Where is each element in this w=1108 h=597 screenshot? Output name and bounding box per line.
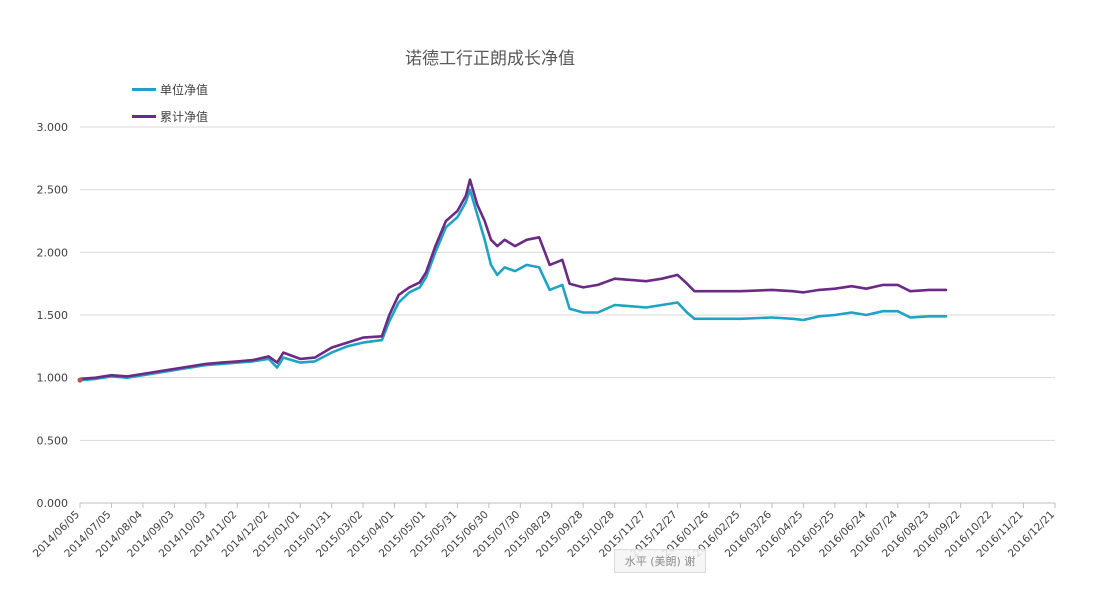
y-tick-label: 0.500 <box>37 434 69 447</box>
start-point-marker <box>77 377 83 383</box>
legend-swatch-unit-nav <box>132 88 156 91</box>
y-tick-label: 3.000 <box>37 121 69 134</box>
y-tick-label: 0.000 <box>37 497 69 510</box>
y-tick-label: 1.500 <box>37 309 69 322</box>
chart-title: 诺德工行正朗成长净值 <box>405 49 575 69</box>
legend-label-unit-nav: 单位净值 <box>160 83 209 97</box>
y-tick-label: 1.000 <box>37 372 69 385</box>
y-tick-label: 2.500 <box>37 184 69 197</box>
y-tick-label: 2.000 <box>37 246 69 259</box>
series-line-cumulative-nav <box>78 178 948 381</box>
legend: 单位净值 累计净值 <box>132 76 208 130</box>
legend-item-cumulative-nav: 累计净值 <box>132 103 208 130</box>
watermark: 水平 (美朗) 谢 <box>614 549 706 573</box>
legend-label-cumulative-nav: 累计净值 <box>160 110 209 124</box>
series-line-unit-nav <box>78 188 948 382</box>
legend-item-unit-nav: 单位净值 <box>132 76 208 103</box>
legend-swatch-cumulative-nav <box>132 115 156 118</box>
